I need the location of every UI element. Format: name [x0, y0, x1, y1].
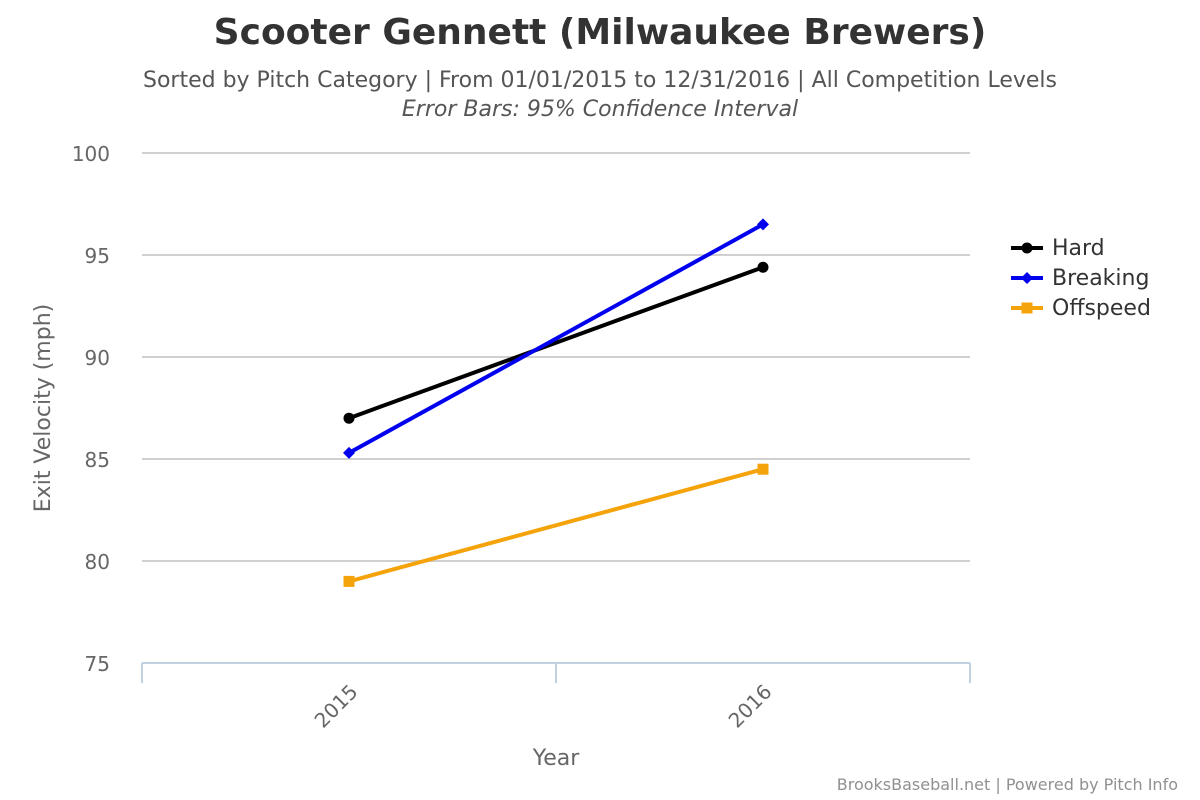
series-line-breaking [347, 222, 765, 455]
series-lines [343, 218, 769, 587]
legend-label-offspeed: Offspeed [1052, 295, 1151, 321]
y-tick-label: 100 [72, 142, 110, 166]
legend-item-offspeed[interactable]: Offspeed [1010, 293, 1151, 323]
series-offspeed [343, 463, 769, 587]
y-tick-label: 80 [85, 550, 110, 574]
series-breaking [343, 218, 769, 459]
series-line-hard [347, 265, 765, 421]
x-tick-label-2015: 2015 [310, 680, 363, 733]
legend-swatch-breaking [1011, 272, 1043, 284]
series-hard [343, 261, 769, 424]
series-line-offspeed [347, 467, 765, 584]
x-tick-label-2016: 2016 [724, 680, 777, 733]
credit-text: BrooksBaseball.net | Powered by Pitch In… [836, 775, 1178, 794]
y-tick-label: 75 [85, 652, 110, 676]
chart-title: Scooter Gennett (Milwaukee Brewers) [213, 12, 987, 53]
chart-subtitle: Sorted by Pitch Category | From 01/01/20… [142, 68, 1057, 93]
y-tick-label: 90 [85, 346, 110, 370]
data-point-breaking-2016[interactable] [757, 218, 769, 231]
legend-label-hard: Hard [1052, 235, 1105, 261]
grid-lines [142, 152, 970, 562]
y-tick-label: 95 [85, 244, 110, 268]
data-point-offspeed-2016[interactable] [757, 463, 769, 475]
data-point-hard-2015[interactable] [343, 412, 355, 424]
legend-swatch-hard [1011, 242, 1043, 254]
chart-subtitle-error-bars: Error Bars: 95% Confidence Interval [401, 97, 799, 122]
data-point-offspeed-2015[interactable] [343, 575, 355, 587]
data-point-breaking-2015[interactable] [343, 446, 355, 459]
legend-marker-hard [1021, 242, 1033, 254]
legend-label-breaking: Breaking [1052, 265, 1150, 291]
legend-marker-offspeed [1021, 302, 1033, 314]
axes: 75 80 85 90 95 100 2015 2016 Year Exit Velocity (… [31, 142, 971, 771]
legend: Hard Breaking Offspeed [1010, 233, 1151, 323]
legend-item-hard[interactable]: Hard [1010, 233, 1151, 263]
data-point-hard-2016[interactable] [757, 261, 769, 273]
x-axis-title: Year [532, 746, 581, 771]
legend-swatch-offspeed [1011, 302, 1043, 314]
y-axis-title: Exit Velocity (mph) [31, 304, 56, 512]
y-tick-label: 85 [85, 448, 110, 472]
legend-item-breaking[interactable]: Breaking [1010, 263, 1151, 293]
legend-marker-breaking [1021, 272, 1033, 284]
